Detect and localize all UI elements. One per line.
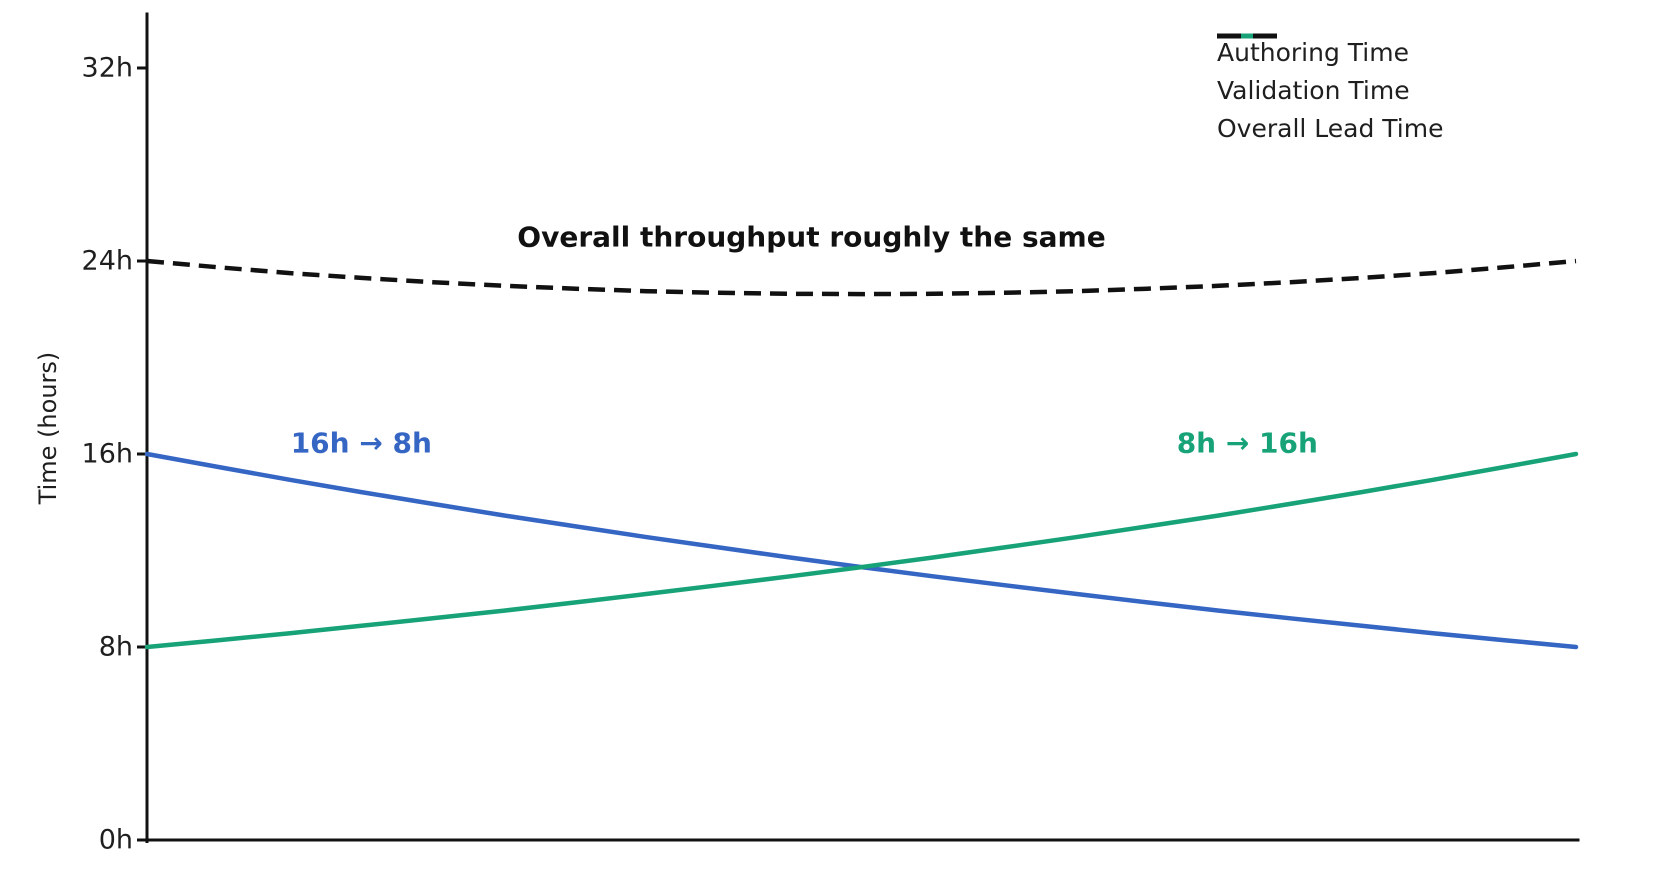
authoring-time-line <box>144 451 1579 650</box>
y-tick-label: 0h <box>98 824 133 856</box>
legend-label-authoring: Authoring Time <box>1217 37 1409 67</box>
y-tick-label: 32h <box>81 52 133 84</box>
legend-label-validation: Validation Time <box>1217 75 1410 105</box>
annotation-validation-change: 8h → 16h <box>1176 426 1318 460</box>
legend-entry-overall: Overall Lead Time <box>1217 33 1444 147</box>
overall-lead-time-line <box>146 258 1577 297</box>
overall-dashed-swatch-icon <box>1217 33 1277 39</box>
annotation-authoring-change: 16h → 8h <box>290 426 432 460</box>
y-tick-label: 8h <box>98 631 133 663</box>
annotation-overall-throughput: Overall throughput roughly the same <box>517 220 1106 254</box>
legend-entry-validation: Validation Time <box>1217 33 1443 109</box>
y-tick-label: 16h <box>81 438 133 470</box>
y-axis-label: Time (hours) <box>34 351 62 505</box>
legend-label-overall: Overall Lead Time <box>1217 113 1444 143</box>
y-tick-label: 24h <box>81 245 133 277</box>
legend: Authoring Time Validation Time Overall L… <box>1217 33 1443 147</box>
validation-time-line <box>144 451 1579 650</box>
